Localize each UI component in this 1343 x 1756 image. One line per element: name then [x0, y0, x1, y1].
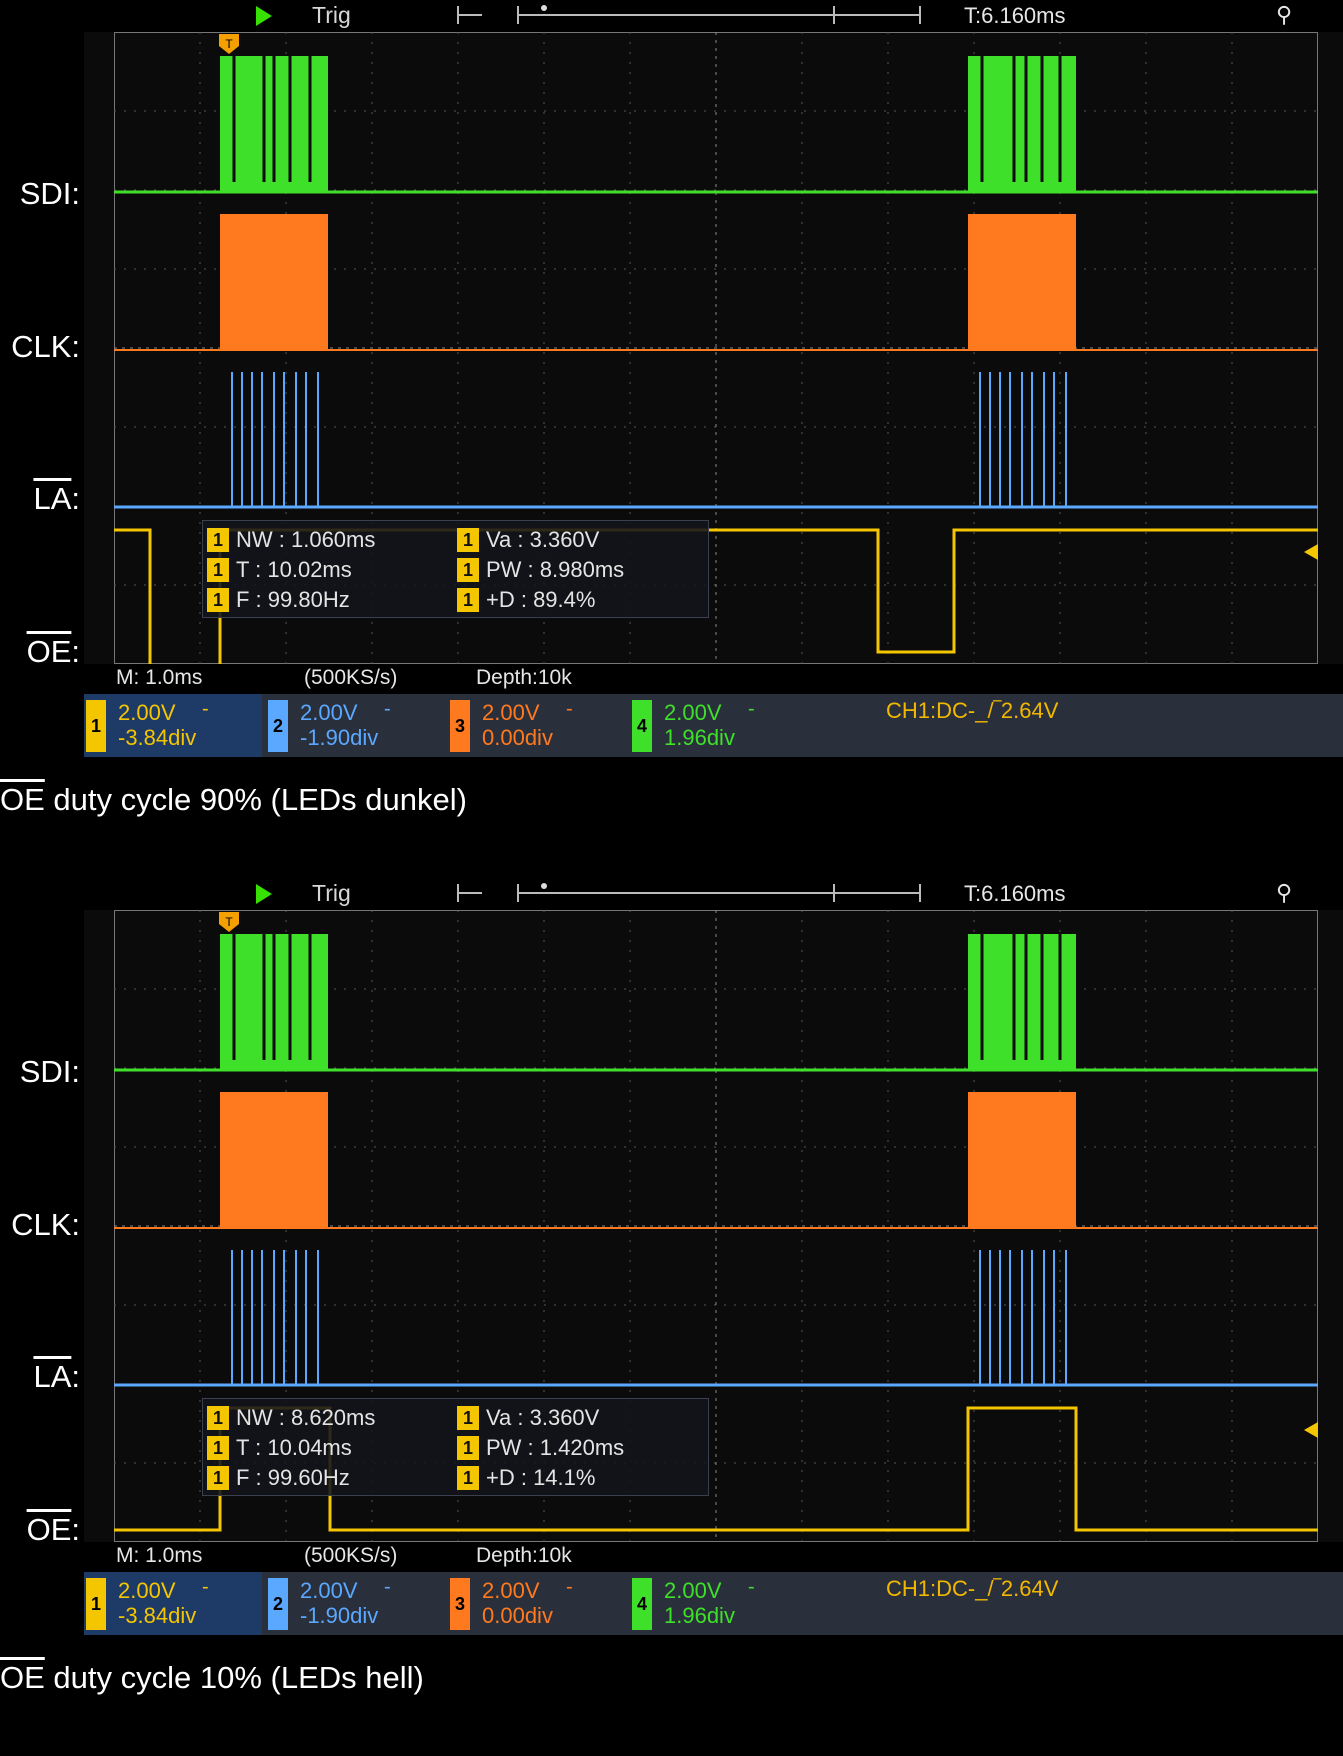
svg-text:T: T	[225, 915, 233, 929]
scope-topbar: Trig T:6.160ms ⚲	[84, 878, 1343, 910]
trigger-marker[interactable]: T	[219, 34, 239, 54]
scope-panel-top: SDI: CLK: LA: OE: Trig T:6.160ms ⚲	[0, 0, 1343, 817]
trig-status: Trig	[312, 880, 351, 906]
usb-icon: ⚲	[1276, 880, 1293, 905]
caption: OE duty cycle 90% (LEDs dunkel)	[0, 782, 467, 817]
clk-label: CLK:	[11, 329, 80, 364]
channel-4-box[interactable]: 4 2.00V 1.96div -	[630, 1572, 808, 1635]
channel-3-box[interactable]: 3 2.00V 0.00div -	[448, 1572, 626, 1635]
svg-text:T: T	[225, 37, 233, 51]
run-play-icon[interactable]	[256, 6, 272, 26]
timebase[interactable]: M: 1.0ms	[116, 1544, 203, 1567]
clk-trace	[114, 214, 1318, 351]
clk-trace	[114, 1092, 1318, 1229]
trigger-level-marker	[1304, 1422, 1318, 1438]
memory-position-bar[interactable]	[454, 880, 924, 906]
oscilloscope-screen: Trig T:6.160ms ⚲ T	[84, 878, 1343, 1635]
sdi-trace	[114, 56, 1318, 194]
acquisition-info: M: 1.0ms (500KS/s) Depth:10k	[84, 1542, 1343, 1572]
clk-label: CLK:	[11, 1207, 80, 1242]
sdi-label: SDI:	[19, 1054, 80, 1089]
run-play-icon[interactable]	[256, 884, 272, 904]
acquisition-info: M: 1.0ms (500KS/s) Depth:10k	[84, 664, 1343, 694]
sdi-trace	[114, 934, 1318, 1072]
measurement-pw: 1 PW : 8.980ms	[457, 554, 624, 585]
scope-topbar: Trig T:6.160ms ⚲	[84, 0, 1343, 32]
channel-2-box[interactable]: 2 2.00V -1.90div -	[266, 1572, 444, 1635]
la-trace	[114, 1250, 1318, 1387]
channel-1-box[interactable]: 1 2.00V -3.84div -	[84, 1572, 262, 1635]
channel-2-box[interactable]: 2 2.00V -1.90div -	[266, 694, 444, 757]
la-trace	[114, 372, 1318, 509]
measurement-duty: 1 +D : 89.4%	[457, 584, 595, 615]
channel-1-box[interactable]: 1 2.00V -3.84div -	[84, 694, 262, 757]
channel-3-box[interactable]: 3 2.00V 0.00div -	[448, 694, 626, 757]
trigger-settings[interactable]: CH1:DC-_/‾2.64V	[886, 698, 1059, 723]
scope-panel-bottom: SDI: CLK: LA: OE: Trig T:6.160ms ⚲	[0, 878, 1343, 1756]
usb-icon: ⚲	[1276, 2, 1293, 27]
memory-depth: Depth:10k	[476, 666, 572, 689]
la-label: LA:	[33, 1359, 80, 1394]
channel-4-box[interactable]: 4 2.00V 1.96div -	[630, 694, 808, 757]
trigger-level-marker	[1304, 544, 1318, 560]
channel-bar: 1 2.00V -3.84div - 2 2.00V -1.90div - 3 …	[84, 694, 1343, 757]
measurement-nw: 1 NW : 1.060ms	[207, 524, 375, 555]
measurement-nw: 1 NW : 8.620ms	[207, 1402, 375, 1433]
measurement-va: 1 Va : 3.360V	[457, 524, 599, 555]
sdi-label: SDI:	[19, 176, 80, 211]
oe-label: OE:	[26, 1512, 80, 1547]
trig-status: Trig	[312, 2, 351, 28]
trigger-marker[interactable]: T	[219, 912, 239, 932]
measurement-duty: 1 +D : 14.1%	[457, 1462, 595, 1493]
trigger-time-offset: T:6.160ms	[964, 881, 1066, 906]
memory-position-bar[interactable]	[454, 2, 924, 28]
caption: OE duty cycle 10% (LEDs hell)	[0, 1660, 424, 1695]
trigger-time-offset: T:6.160ms	[964, 3, 1066, 28]
memory-depth: Depth:10k	[476, 1544, 572, 1567]
oscilloscope-screen: Trig T:6.160ms ⚲ T	[84, 0, 1343, 757]
oe-label: OE:	[26, 634, 80, 669]
channel-bar: 1 2.00V -3.84div - 2 2.00V -1.90div - 3 …	[84, 1572, 1343, 1635]
sample-rate: (500KS/s)	[304, 1544, 398, 1567]
trigger-settings[interactable]: CH1:DC-_/‾2.64V	[886, 1576, 1059, 1601]
measurement-pw: 1 PW : 1.420ms	[457, 1432, 624, 1463]
timebase[interactable]: M: 1.0ms	[116, 666, 203, 689]
la-label: LA:	[33, 481, 80, 516]
sample-rate: (500KS/s)	[304, 666, 398, 689]
measurement-va: 1 Va : 3.360V	[457, 1402, 599, 1433]
